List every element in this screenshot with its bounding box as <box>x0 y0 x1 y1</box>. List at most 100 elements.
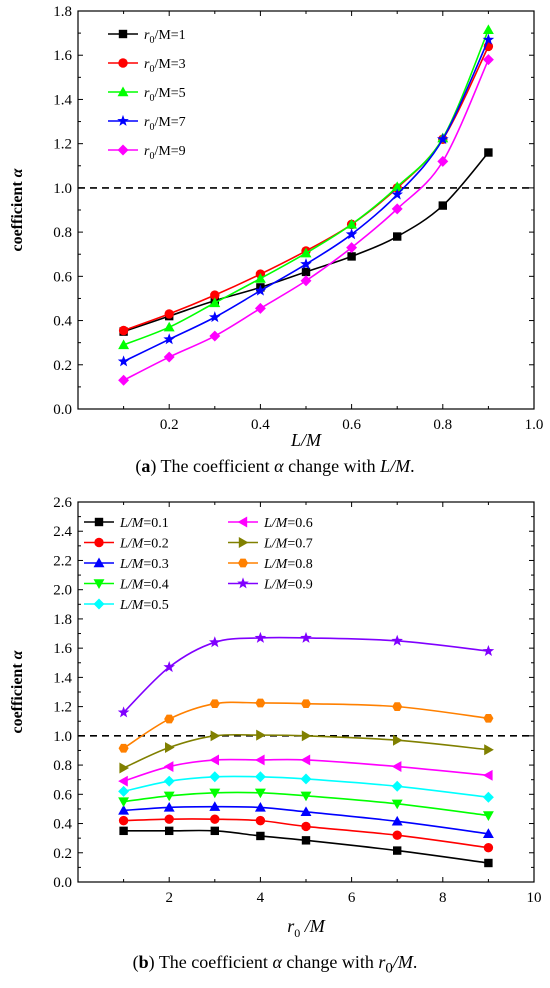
chart-a-series-3-point-4 <box>300 258 312 270</box>
chart-b-legend-label-3: L/M=0.4 <box>119 578 169 593</box>
chart-b-series-8-point-1 <box>163 661 175 673</box>
chart-b-legend-label-rest-2: =0.3 <box>143 557 168 572</box>
chart-a-legend-label-main-3: r <box>144 115 150 130</box>
chart-a-legend-marker-0 <box>118 29 128 39</box>
chart-a-legend-label-3: r0/M=7 <box>144 115 186 133</box>
chart-b-legend: L/M=0.1L/M=0.2L/M=0.3L/M=0.4L/M=0.5L/M=0… <box>84 516 313 613</box>
chart-b-series-0-point-2 <box>210 826 219 836</box>
chart-a-legend-label-rest-3: /M=7 <box>154 115 185 130</box>
chart-a-series-3-point-5 <box>345 228 358 240</box>
chart-a-legend-label-main-1: r <box>144 57 150 72</box>
chart-b-legend-marker-3 <box>93 579 105 589</box>
chart-b-legend-label-1: L/M=0.2 <box>119 537 169 552</box>
caption-b-tag: b <box>138 952 149 972</box>
caption-a-after: . <box>410 456 415 476</box>
chart-a-xtick-label: 1.0 <box>525 417 544 433</box>
chart-b-series-2-point-4 <box>300 806 312 817</box>
caption-b-after: . <box>412 952 418 972</box>
chart-a-series-1-point-1 <box>164 309 174 319</box>
chart-a-series-4-point-3 <box>254 302 266 314</box>
chart-a-xlabel-main: L/M <box>290 430 322 450</box>
chart-a-ytick-label: 0.4 <box>53 314 72 330</box>
chart-b-series-8 <box>117 631 495 718</box>
chart-a-legend-label-1: r0/M=3 <box>144 57 186 75</box>
chart-b-ylabel-prefix: coefficient <box>9 659 26 733</box>
chart-a-xtick-label: 0.8 <box>433 417 452 433</box>
chart-b-series-3-point-1 <box>163 791 175 802</box>
chart-b-series-3 <box>118 788 494 821</box>
chart-b-series-6-point-5 <box>393 734 403 746</box>
chart-a-series-0-point-8 <box>484 148 493 157</box>
chart-b-series-3-point-2 <box>209 788 221 799</box>
chart-b-xlabel: r0 /M <box>287 916 326 940</box>
chart-b-xlabel-main: r <box>287 916 295 936</box>
chart-b-ytick-label: 1.8 <box>53 612 72 628</box>
chart-b-series-6-point-3 <box>256 729 266 741</box>
caption-b-middle: change with <box>281 952 379 972</box>
chart-a-series-2-point-0 <box>118 339 130 350</box>
chart-b-series-2-point-0 <box>118 804 130 815</box>
chart-b-series-3-point-0 <box>118 797 130 808</box>
chart-b-series-2 <box>118 801 494 838</box>
chart-a: 0.0 0.2 0.4 0.6 0.8 1.0 1.2 1.4 1.6 1.8 0.2 0.4 0.6 0… <box>9 4 544 450</box>
chart-b-legend-label-rest-0: =0.1 <box>143 516 168 531</box>
chart-a-series-2-point-8 <box>482 24 494 34</box>
chart-a-series-0 <box>119 148 493 336</box>
chart-a-series-2 <box>118 24 494 350</box>
chart-b-ytick-label: 2.2 <box>53 553 72 569</box>
chart-b-legend-label-rest-7: =0.8 <box>287 557 312 572</box>
chart-a-legend-label-rest-1: /M=3 <box>154 57 185 72</box>
chart-b-legend-label-main-5: L/M <box>263 516 289 531</box>
chart-a-series-4-point-1 <box>163 351 175 363</box>
chart-a-series-2-point-4 <box>300 247 312 258</box>
chart-b-series-5-point-2 <box>209 754 219 766</box>
chart-b-series-0-point-5 <box>393 846 402 855</box>
chart-b-series-3-point-4 <box>300 791 312 802</box>
caption-a-middle: change with <box>283 456 381 476</box>
chart-b-ytick-label: 0.2 <box>53 846 72 862</box>
chart-b-series-6-point-2 <box>210 730 221 742</box>
chart-a-legend-label-sub-3: 0 <box>149 122 154 133</box>
chart-a-legend-label-sub-1: 0 <box>149 64 154 75</box>
caption-b: (b) The coefficient α change with r0/M. <box>132 952 418 977</box>
chart-a-legend: r0/M=1r0/M=3r0/M=5r0/M=7r0/M=9 <box>108 28 186 162</box>
chart-a-ytick-label: 0.6 <box>53 269 72 285</box>
caption-b-symbol: α <box>272 952 282 972</box>
chart-a-series-2-point-6 <box>391 181 403 191</box>
chart-a-ytick-label: 0.0 <box>53 402 72 418</box>
chart-b-series-1 <box>118 814 494 853</box>
chart-b-series-3-point-6 <box>482 811 494 821</box>
chart-b-series-7-point-2 <box>209 699 220 709</box>
chart-b-series-5-point-1 <box>163 761 174 772</box>
chart-b-series-6 <box>119 729 494 774</box>
chart-b-series-6-point-4 <box>301 730 312 742</box>
chart-a-series-1-point-0 <box>118 325 129 336</box>
chart-a-series-4-point-7 <box>437 155 449 167</box>
chart-a-legend-label-2: r0/M=5 <box>144 86 186 104</box>
chart-a-legend-label-rest-4: /M=9 <box>154 144 185 159</box>
chart-b-legend-marker-1 <box>94 537 104 548</box>
chart-a-series-0-point-6 <box>393 232 402 241</box>
chart-a-ytick-label: 1.2 <box>53 137 72 153</box>
chart-b-series-3-point-5 <box>391 799 403 810</box>
chart-b-legend-label-rest-6: =0.7 <box>287 537 312 552</box>
chart-a-series-3-point-6 <box>391 188 403 200</box>
chart-a-series-2-point-2 <box>209 297 221 308</box>
chart-b-ytick-label: 1.6 <box>53 641 72 657</box>
chart-b-series-3-point-3 <box>254 788 266 799</box>
chart-a-series-3-point-1 <box>163 333 175 345</box>
chart-b-series-0 <box>119 826 493 868</box>
chart-b-legend-marker-6 <box>238 537 249 548</box>
chart-a-series-4-point-8 <box>482 54 494 66</box>
chart-b-series-2-point-2 <box>209 801 221 811</box>
chart-b-series-8-point-0 <box>117 706 130 718</box>
chart-a-legend-label-sub-2: 0 <box>149 93 154 104</box>
chart-a-series-3-point-2 <box>209 311 221 323</box>
chart-a-ytick-label: 0.2 <box>53 358 72 374</box>
chart-b-series-0-point-1 <box>165 826 174 836</box>
chart-a-legend-marker-4 <box>117 144 129 156</box>
chart-b-series-1-point-5 <box>392 830 402 840</box>
chart-b-series-1-point-3 <box>255 815 266 826</box>
chart-b-series-2-point-1 <box>163 802 175 812</box>
chart-b-legend-label-main-6: L/M <box>263 537 289 552</box>
